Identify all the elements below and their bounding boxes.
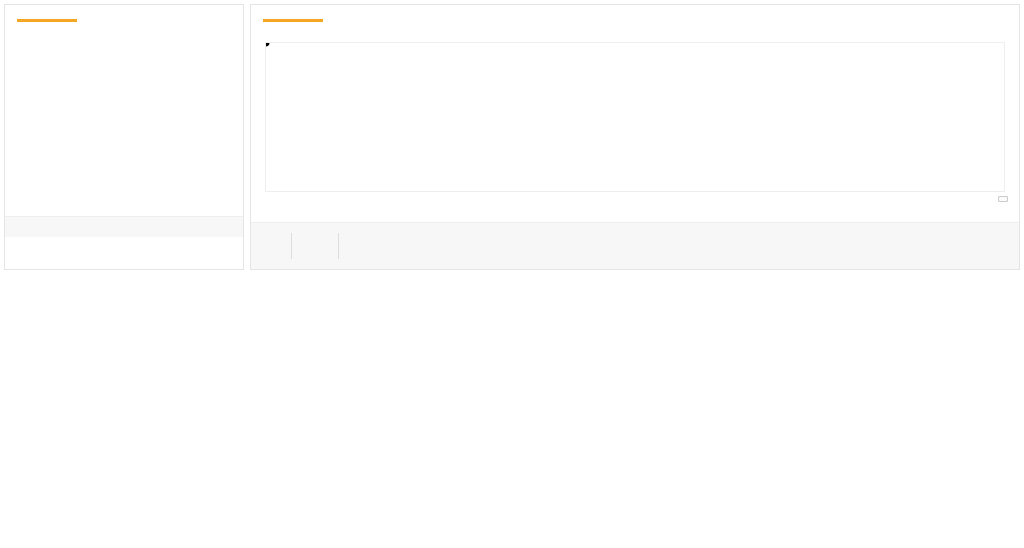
forecast-chart <box>265 42 1005 192</box>
forecast-blurb <box>281 30 1005 32</box>
accent-bar <box>17 19 77 22</box>
forecast-card <box>250 4 1020 270</box>
current-price-dot <box>266 43 269 47</box>
forecast-title <box>251 5 1019 19</box>
ratings-donut <box>49 32 199 182</box>
ratings-title <box>5 5 243 19</box>
ratings-note <box>5 216 243 237</box>
ratings-legend <box>5 196 243 206</box>
price-target-summary <box>251 222 1019 269</box>
low-tag <box>998 196 1008 202</box>
analyst-ratings-card <box>4 4 244 270</box>
